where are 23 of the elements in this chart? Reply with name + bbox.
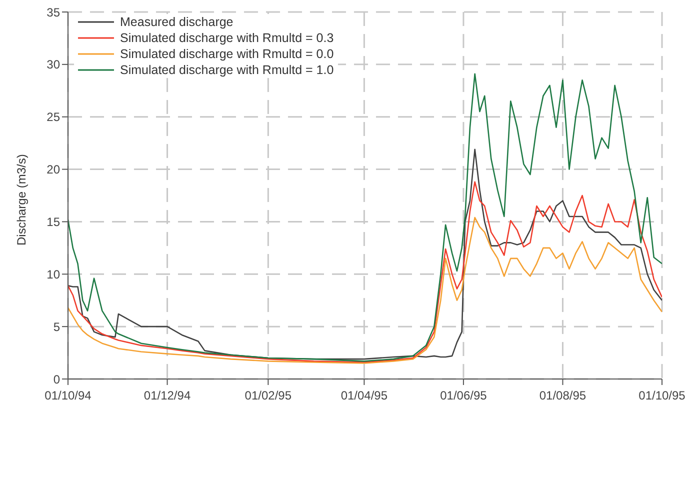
line-series: [68, 181, 662, 363]
legend-label: Simulated discharge with Rmultd = 0.3: [120, 31, 334, 45]
x-tick-label: 01/06/95: [440, 388, 488, 403]
line-series: [68, 148, 662, 360]
legend-label: Measured discharge: [120, 15, 234, 29]
x-tick-label: 01/04/95: [340, 388, 388, 403]
y-tick-label: 25: [46, 110, 60, 124]
x-tick-label: 01/02/95: [244, 388, 292, 403]
x-tick-label: 01/10/94: [44, 388, 92, 403]
y-tick-label: 35: [46, 5, 60, 20]
x-tick-label: 01/12/94: [144, 388, 191, 403]
legend-label: Simulated discharge with Rmultd = 0.0: [120, 47, 334, 61]
line-series: [68, 216, 662, 364]
y-tick-label: 20: [46, 162, 60, 177]
y-axis-title: Discharge (m3/s): [14, 154, 28, 246]
x-tick-label: 01/10/95: [638, 388, 686, 403]
y-tick-label: 5: [53, 320, 60, 334]
y-tick-label: 30: [46, 58, 60, 72]
y-tick-label: 10: [46, 267, 60, 282]
legend-label: Simulated discharge with Rmultd = 1.0: [120, 63, 334, 77]
x-tick-label: 01/08/95: [539, 388, 586, 403]
y-tick-label: 15: [46, 214, 60, 229]
y-tick-label: 0: [53, 372, 60, 386]
